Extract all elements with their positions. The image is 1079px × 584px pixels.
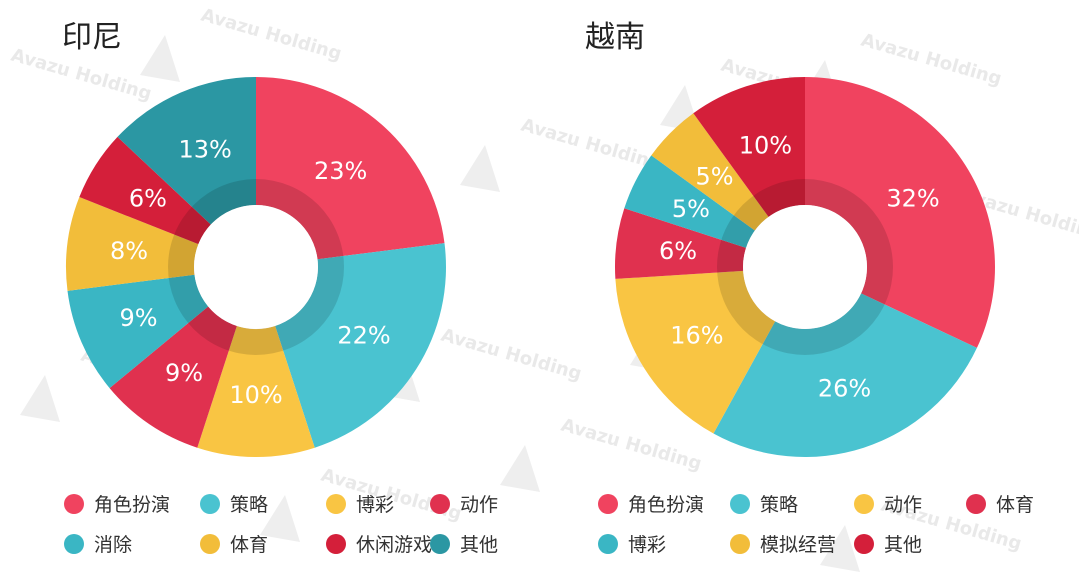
legend-swatch: [430, 494, 450, 514]
legend-swatch: [64, 534, 84, 554]
chart-title: 越南: [585, 20, 645, 55]
pie-slice: [693, 77, 805, 217]
slice-label: 9%: [165, 359, 203, 387]
legend-swatch: [854, 534, 874, 554]
legend-label: 策略: [760, 494, 798, 516]
watermark-text: Avazu Holding: [859, 30, 1004, 90]
slice-label: 5%: [695, 162, 733, 190]
pie-slice: [109, 306, 237, 448]
legend-label: 其他: [884, 534, 922, 556]
pie-slice: [275, 243, 446, 448]
watermark-text: Avazu Holding: [439, 325, 584, 385]
pie-slice: [79, 136, 211, 245]
slice-label: 6%: [659, 237, 697, 265]
legend-label: 博彩: [356, 494, 394, 516]
legend-swatch: [966, 494, 986, 514]
slice-label: 16%: [670, 322, 723, 350]
legend-label: 博彩: [628, 534, 666, 556]
slice-label: 8%: [110, 237, 148, 265]
watermark-logo-icon: [260, 495, 300, 542]
pie-slice: [66, 197, 199, 291]
slice-label: 13%: [178, 136, 231, 164]
slice-label: 9%: [119, 304, 157, 332]
legend-label: 动作: [884, 494, 922, 516]
legend-swatch: [854, 494, 874, 514]
pie-slice: [805, 77, 995, 348]
legend-swatch: [730, 494, 750, 514]
legend-label: 体育: [996, 494, 1034, 516]
watermark-text: Avazu Holding: [519, 115, 664, 175]
slice-label: 10%: [229, 381, 282, 409]
watermark-logo-icon: [820, 525, 860, 572]
pie-slice: [117, 77, 256, 225]
pie-slice: [624, 155, 755, 248]
slice-label: 5%: [672, 195, 710, 223]
pie-slice: [615, 208, 747, 279]
legend-item: 动作: [430, 494, 498, 516]
legend-label: 角色扮演: [94, 494, 170, 516]
legend-label: 动作: [460, 494, 498, 516]
legend-swatch: [326, 494, 346, 514]
pie-slice: [651, 113, 769, 231]
slice-labels: 23% 22% 10% 9% 9% 8% 6% 13%: [110, 136, 391, 409]
watermark-logo-icon: [140, 35, 180, 82]
watermark-logo-icon: [460, 145, 500, 192]
pie-slice: [67, 274, 209, 389]
legend-item: 体育: [200, 534, 268, 556]
legend-swatch: [200, 494, 220, 514]
pie-slice: [256, 77, 445, 260]
legend-item: 其他: [430, 534, 498, 556]
legend-label: 休闲游戏: [356, 534, 432, 556]
legend-item: 博彩: [598, 534, 666, 556]
pie-slice: [197, 325, 315, 458]
slice-label: 23%: [314, 157, 367, 185]
legend-label: 体育: [230, 534, 268, 556]
legend-item: 消除: [64, 534, 132, 556]
slice-label: 6%: [129, 184, 167, 212]
watermark-logo-icon: [20, 375, 60, 422]
legend-swatch: [64, 494, 84, 514]
legend-label: 模拟经营: [760, 534, 836, 556]
slice-label: 22%: [337, 322, 390, 350]
legend-item: 动作: [854, 494, 922, 516]
pie-slices: [615, 77, 995, 458]
chart-title: 印尼: [62, 20, 122, 55]
legend-item: 角色扮演: [64, 494, 170, 516]
watermark-text: Avazu Holding: [199, 5, 344, 65]
legend-item: 休闲游戏: [326, 534, 432, 556]
slice-label: 32%: [886, 184, 939, 212]
slice-label: 10%: [739, 131, 792, 159]
legend-item: 博彩: [326, 494, 394, 516]
legend-label: 其他: [460, 534, 498, 556]
legend-item: 策略: [200, 494, 268, 516]
slice-label: 26%: [818, 375, 871, 403]
pie-slice: [615, 270, 776, 434]
pie-slices: [66, 77, 446, 458]
legend-swatch: [598, 494, 618, 514]
legend-label: 消除: [94, 534, 132, 556]
legend-swatch: [430, 534, 450, 554]
watermark-text: Avazu Holding: [559, 415, 704, 475]
legend-swatch: [598, 534, 618, 554]
legend-label: 策略: [230, 494, 268, 516]
legend-swatch: [326, 534, 346, 554]
donut-hole: [194, 205, 318, 329]
legend-swatch: [730, 534, 750, 554]
pie-slice: [713, 293, 977, 458]
legend-item: 其他: [854, 534, 922, 556]
legend-item: 角色扮演: [598, 494, 704, 516]
donut-hole: [743, 205, 867, 329]
watermark-logo-icon: [500, 445, 540, 492]
legend-swatch: [200, 534, 220, 554]
slice-labels: 32%26%16%6%5%5%10%: [659, 131, 940, 402]
legend-item: 模拟经营: [730, 534, 836, 556]
legend-label: 角色扮演: [628, 494, 704, 516]
legend-item: 策略: [730, 494, 798, 516]
legend-item: 体育: [966, 494, 1034, 516]
